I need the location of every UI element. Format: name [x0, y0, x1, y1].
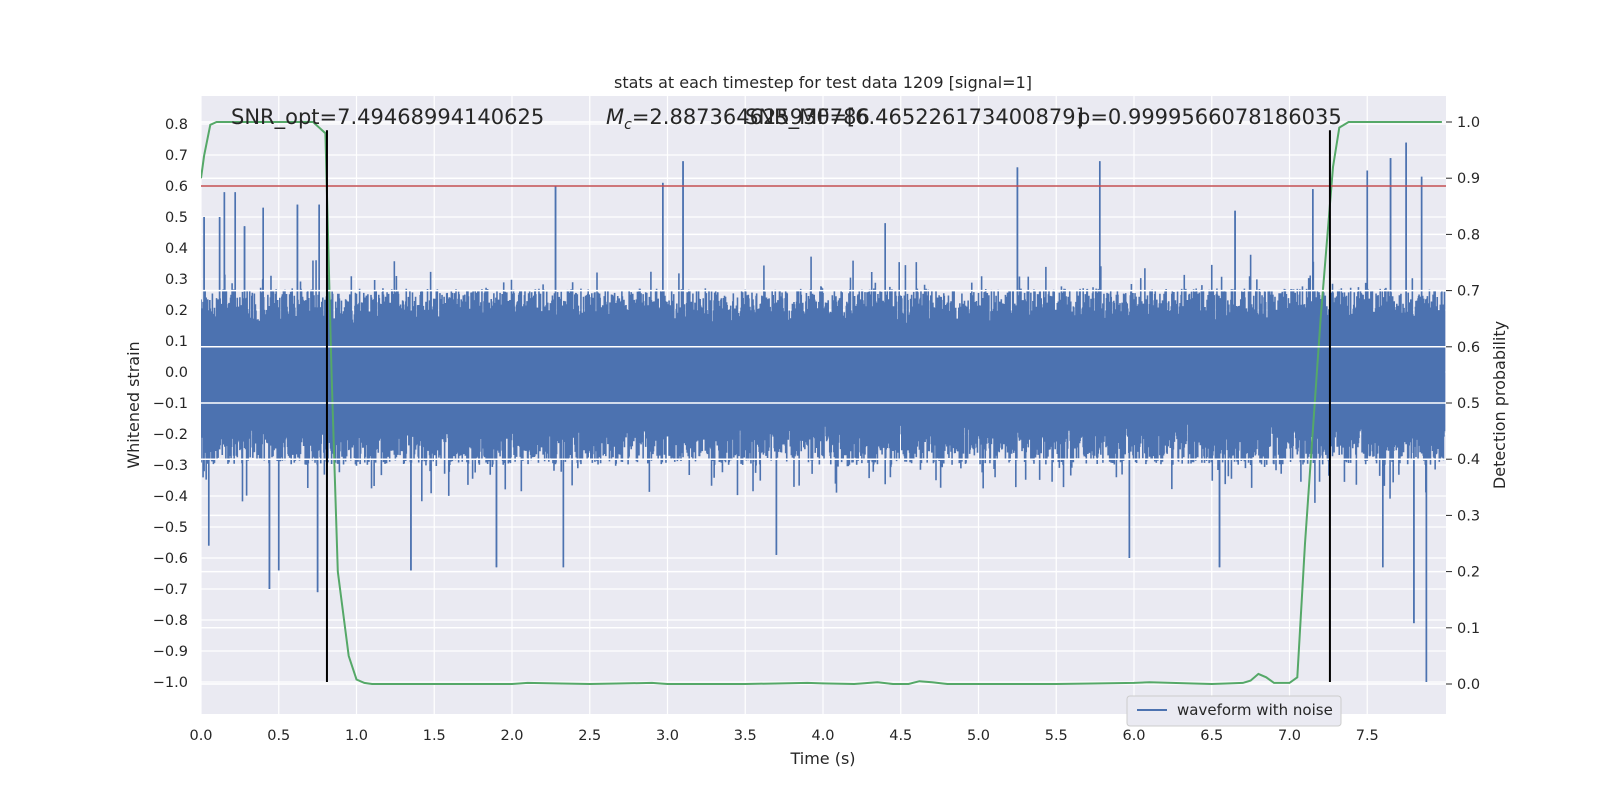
y2-tick-label: 0.9	[1457, 171, 1480, 187]
x-tick-label: 7.5	[1356, 728, 1379, 744]
y2-tick-label: 0.0	[1457, 677, 1480, 693]
x-tick-label: 2.5	[578, 728, 601, 744]
y-tick-label: 0.5	[165, 210, 188, 226]
x-tick-label: 5.5	[1045, 728, 1068, 744]
x-axis-label: Time (s)	[789, 749, 855, 768]
probability-series	[201, 121, 1442, 686]
annotation-chirp-mass-subscript: c	[624, 117, 632, 133]
y-tick-label: 0.4	[165, 241, 188, 257]
y-tick-label: 0.3	[165, 272, 188, 288]
chart-title: stats at each timestep for test data 120…	[614, 73, 1032, 92]
x-tick-label: 3.0	[656, 728, 679, 744]
y2-tick-label: 0.3	[1457, 508, 1480, 524]
x-tick-label: 1.5	[423, 728, 446, 744]
y-axis-ticks: 0.8 0.7 0.6 0.5 0.4 0.3 0.2 0.1 0.0 −0.1 −0.2 −0.3 −…	[153, 117, 188, 691]
y-tick-label: 0.8	[165, 117, 188, 133]
y-tick-label: −0.9	[153, 644, 188, 660]
y-tick-label: −0.2	[153, 427, 188, 443]
y-tick-label: 0.0	[165, 365, 188, 381]
y-tick-label: −0.8	[153, 613, 188, 629]
y-tick-label: −0.6	[153, 551, 188, 567]
x-tick-label: 6.5	[1200, 728, 1223, 744]
probability-line	[201, 121, 1442, 686]
x-tick-label: 3.5	[734, 728, 757, 744]
y-tick-label: −0.4	[153, 489, 188, 505]
annotation-snr-opt: SNR_opt=7.49468994140625	[231, 105, 544, 130]
y2-tick-label: 0.5	[1457, 396, 1480, 412]
annotation-chirp-mass-value: =2.887364625930786	[632, 105, 870, 129]
y-tick-label: 0.2	[165, 303, 188, 319]
y2-axis-label: Detection probability	[1490, 321, 1509, 489]
y-axis-label: Whitened strain	[124, 341, 143, 468]
annotation-chirp-mass-symbol: M	[606, 105, 624, 129]
y2-tick-label: 0.4	[1457, 452, 1480, 468]
x-tick-label: 4.0	[811, 728, 834, 744]
x-tick-label: 1.0	[345, 728, 368, 744]
y2-tick-label: 0.7	[1457, 284, 1480, 300]
y-tick-label: 0.6	[165, 179, 188, 195]
y-tick-label: 0.7	[165, 148, 188, 164]
waveform-line	[201, 142, 1446, 682]
y-tick-label: −1.0	[153, 675, 188, 691]
x-tick-label: 7.0	[1278, 728, 1301, 744]
x-axis-ticks: 0.0 0.5 1.0 1.5 2.0 2.5 3.0 3.5 4.0 4.5 5.0 5.5 6.0 6…	[189, 728, 1378, 744]
legend: waveform with noise	[1126, 695, 1342, 727]
y-tick-label: −0.3	[153, 458, 188, 474]
legend-label: waveform with noise	[1177, 701, 1333, 719]
y2-tick-label: 0.1	[1457, 621, 1480, 637]
x-tick-label: 0.0	[189, 728, 212, 744]
y2-tick-label: 0.2	[1457, 565, 1480, 581]
y-tick-label: −0.1	[153, 396, 188, 412]
x-tick-label: 6.0	[1122, 728, 1145, 744]
annotation-snr-mf: SNR_MF=[6.465226173400879]	[745, 105, 1084, 130]
legend-box	[1126, 695, 1342, 727]
x-tick-label: 2.0	[500, 728, 523, 744]
overlays	[201, 130, 1446, 682]
waveform-series	[201, 142, 1446, 682]
y-tick-label: 0.1	[165, 334, 188, 350]
x-tick-label: 5.0	[967, 728, 990, 744]
y2-axis-ticks: 1.0 0.9 0.8 0.7 0.6 0.5 0.4 0.3 0.2 0.1 0.0	[1446, 115, 1480, 693]
x-tick-label: 0.5	[267, 728, 290, 744]
x-tick-label: 4.5	[889, 728, 912, 744]
y2-tick-label: 1.0	[1457, 115, 1480, 131]
annotation-p-value: p=0.9999566078186035	[1077, 105, 1342, 129]
y-tick-label: −0.7	[153, 582, 188, 598]
y2-tick-label: 0.8	[1457, 227, 1480, 243]
annotation-chirp-mass: Mc=2.887364625930786	[606, 105, 870, 133]
y-tick-label: −0.5	[153, 520, 188, 536]
y2-tick-label: 0.6	[1457, 340, 1480, 356]
